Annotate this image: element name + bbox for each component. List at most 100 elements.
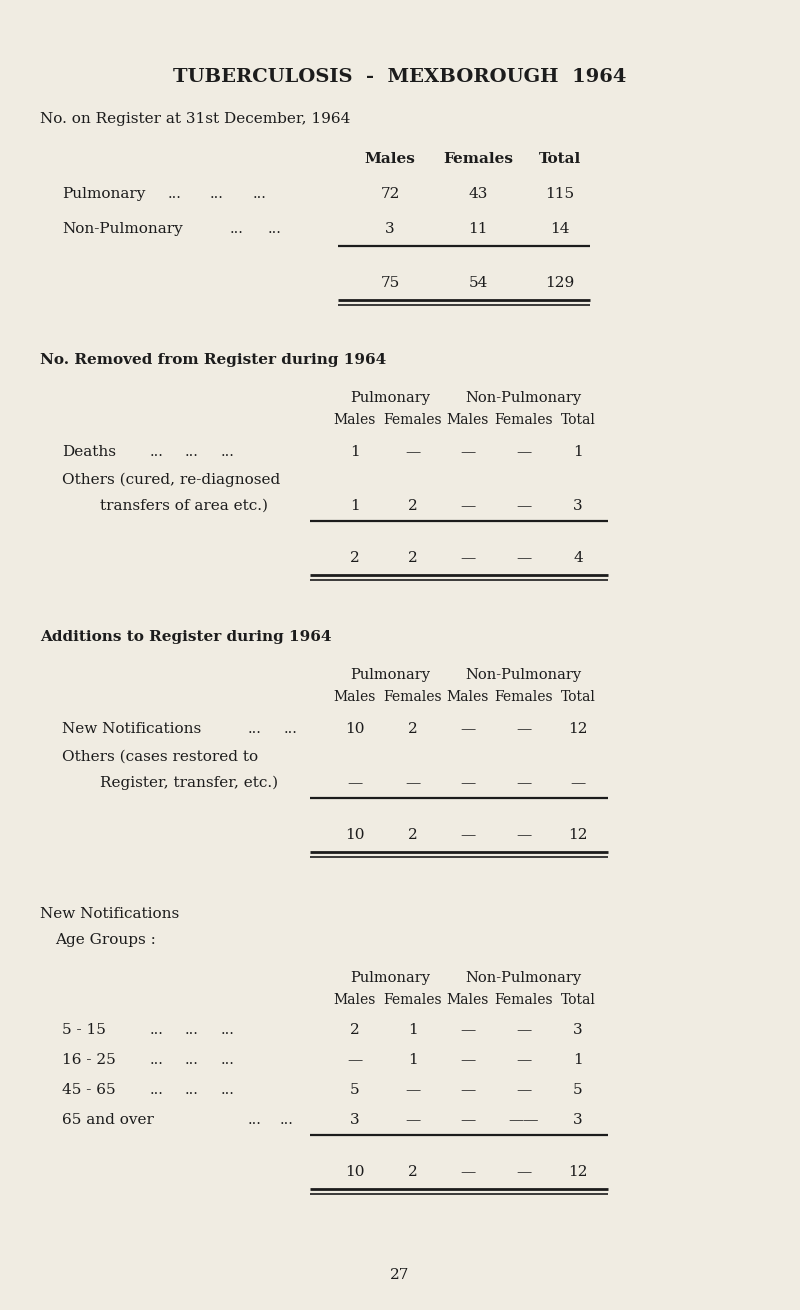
Text: Total: Total xyxy=(561,690,595,703)
Text: Pulmonary: Pulmonary xyxy=(350,668,430,683)
Text: 65 and over: 65 and over xyxy=(62,1114,154,1127)
Text: Females: Females xyxy=(443,152,513,166)
Text: No. Removed from Register during 1964: No. Removed from Register during 1964 xyxy=(40,352,386,367)
Text: —: — xyxy=(347,1053,362,1068)
Text: 10: 10 xyxy=(346,828,365,842)
Text: ...: ... xyxy=(210,187,224,200)
Text: Females: Females xyxy=(384,690,442,703)
Text: —: — xyxy=(516,1165,532,1179)
Text: ...: ... xyxy=(185,445,199,458)
Text: Males: Males xyxy=(334,413,376,427)
Text: ...: ... xyxy=(230,221,244,236)
Text: 54: 54 xyxy=(468,276,488,290)
Text: —: — xyxy=(516,828,532,842)
Text: Females: Females xyxy=(384,413,442,427)
Text: —: — xyxy=(516,445,532,458)
Text: Females: Females xyxy=(494,690,554,703)
Text: Total: Total xyxy=(561,413,595,427)
Text: 14: 14 xyxy=(550,221,570,236)
Text: Pulmonary: Pulmonary xyxy=(350,971,430,985)
Text: Males: Males xyxy=(334,690,376,703)
Text: —: — xyxy=(460,722,476,736)
Text: —: — xyxy=(516,1023,532,1038)
Text: 1: 1 xyxy=(350,445,360,458)
Text: 1: 1 xyxy=(408,1053,418,1068)
Text: ...: ... xyxy=(284,722,298,736)
Text: ...: ... xyxy=(150,1053,164,1068)
Text: Males: Males xyxy=(365,152,415,166)
Text: ...: ... xyxy=(150,1083,164,1096)
Text: —: — xyxy=(516,1053,532,1068)
Text: Others (cured, re-diagnosed: Others (cured, re-diagnosed xyxy=(62,473,280,487)
Text: 5: 5 xyxy=(573,1083,583,1096)
Text: 4: 4 xyxy=(573,552,583,565)
Text: ——: —— xyxy=(509,1114,539,1127)
Text: Age Groups :: Age Groups : xyxy=(55,933,156,947)
Text: ...: ... xyxy=(150,1023,164,1038)
Text: Males: Males xyxy=(447,413,489,427)
Text: No. on Register at 31st December, 1964: No. on Register at 31st December, 1964 xyxy=(40,111,350,126)
Text: —: — xyxy=(347,776,362,790)
Text: 2: 2 xyxy=(350,1023,360,1038)
Text: —: — xyxy=(460,1023,476,1038)
Text: 3: 3 xyxy=(573,1114,583,1127)
Text: ...: ... xyxy=(150,445,164,458)
Text: 2: 2 xyxy=(408,1165,418,1179)
Text: 2: 2 xyxy=(408,499,418,514)
Text: 2: 2 xyxy=(408,828,418,842)
Text: —: — xyxy=(460,776,476,790)
Text: ...: ... xyxy=(268,221,282,236)
Text: ...: ... xyxy=(185,1083,199,1096)
Text: 1: 1 xyxy=(573,1053,583,1068)
Text: Males: Males xyxy=(447,690,489,703)
Text: 1: 1 xyxy=(408,1023,418,1038)
Text: 5 - 15: 5 - 15 xyxy=(62,1023,106,1038)
Text: ...: ... xyxy=(280,1114,294,1127)
Text: —: — xyxy=(460,499,476,514)
Text: —: — xyxy=(516,1083,532,1096)
Text: 10: 10 xyxy=(346,722,365,736)
Text: —: — xyxy=(460,552,476,565)
Text: ...: ... xyxy=(248,1114,262,1127)
Text: Total: Total xyxy=(561,993,595,1007)
Text: 3: 3 xyxy=(385,221,395,236)
Text: —: — xyxy=(516,499,532,514)
Text: —: — xyxy=(516,776,532,790)
Text: 10: 10 xyxy=(346,1165,365,1179)
Text: Register, transfer, etc.): Register, transfer, etc.) xyxy=(100,776,278,790)
Text: Females: Females xyxy=(494,413,554,427)
Text: 3: 3 xyxy=(573,499,583,514)
Text: Additions to Register during 1964: Additions to Register during 1964 xyxy=(40,630,331,645)
Text: 2: 2 xyxy=(350,552,360,565)
Text: Males: Males xyxy=(447,993,489,1007)
Text: —: — xyxy=(460,1165,476,1179)
Text: 3: 3 xyxy=(573,1023,583,1038)
Text: Females: Females xyxy=(384,993,442,1007)
Text: ...: ... xyxy=(221,1023,235,1038)
Text: ...: ... xyxy=(185,1053,199,1068)
Text: —: — xyxy=(516,722,532,736)
Text: 72: 72 xyxy=(380,187,400,200)
Text: —: — xyxy=(406,1083,421,1096)
Text: —: — xyxy=(460,828,476,842)
Text: 2: 2 xyxy=(408,722,418,736)
Text: Others (cases restored to: Others (cases restored to xyxy=(62,751,258,764)
Text: 45 - 65: 45 - 65 xyxy=(62,1083,116,1096)
Text: 16 - 25: 16 - 25 xyxy=(62,1053,116,1068)
Text: ...: ... xyxy=(168,187,182,200)
Text: ...: ... xyxy=(221,1053,235,1068)
Text: Pulmonary: Pulmonary xyxy=(350,390,430,405)
Text: 115: 115 xyxy=(546,187,574,200)
Text: 43: 43 xyxy=(468,187,488,200)
Text: 12: 12 xyxy=(568,722,588,736)
Text: 3: 3 xyxy=(350,1114,360,1127)
Text: 129: 129 xyxy=(546,276,574,290)
Text: 75: 75 xyxy=(380,276,400,290)
Text: transfers of area etc.): transfers of area etc.) xyxy=(100,499,268,514)
Text: Pulmonary: Pulmonary xyxy=(62,187,146,200)
Text: 1: 1 xyxy=(573,445,583,458)
Text: ...: ... xyxy=(185,1023,199,1038)
Text: New Notifications: New Notifications xyxy=(62,722,202,736)
Text: ...: ... xyxy=(253,187,267,200)
Text: —: — xyxy=(460,1114,476,1127)
